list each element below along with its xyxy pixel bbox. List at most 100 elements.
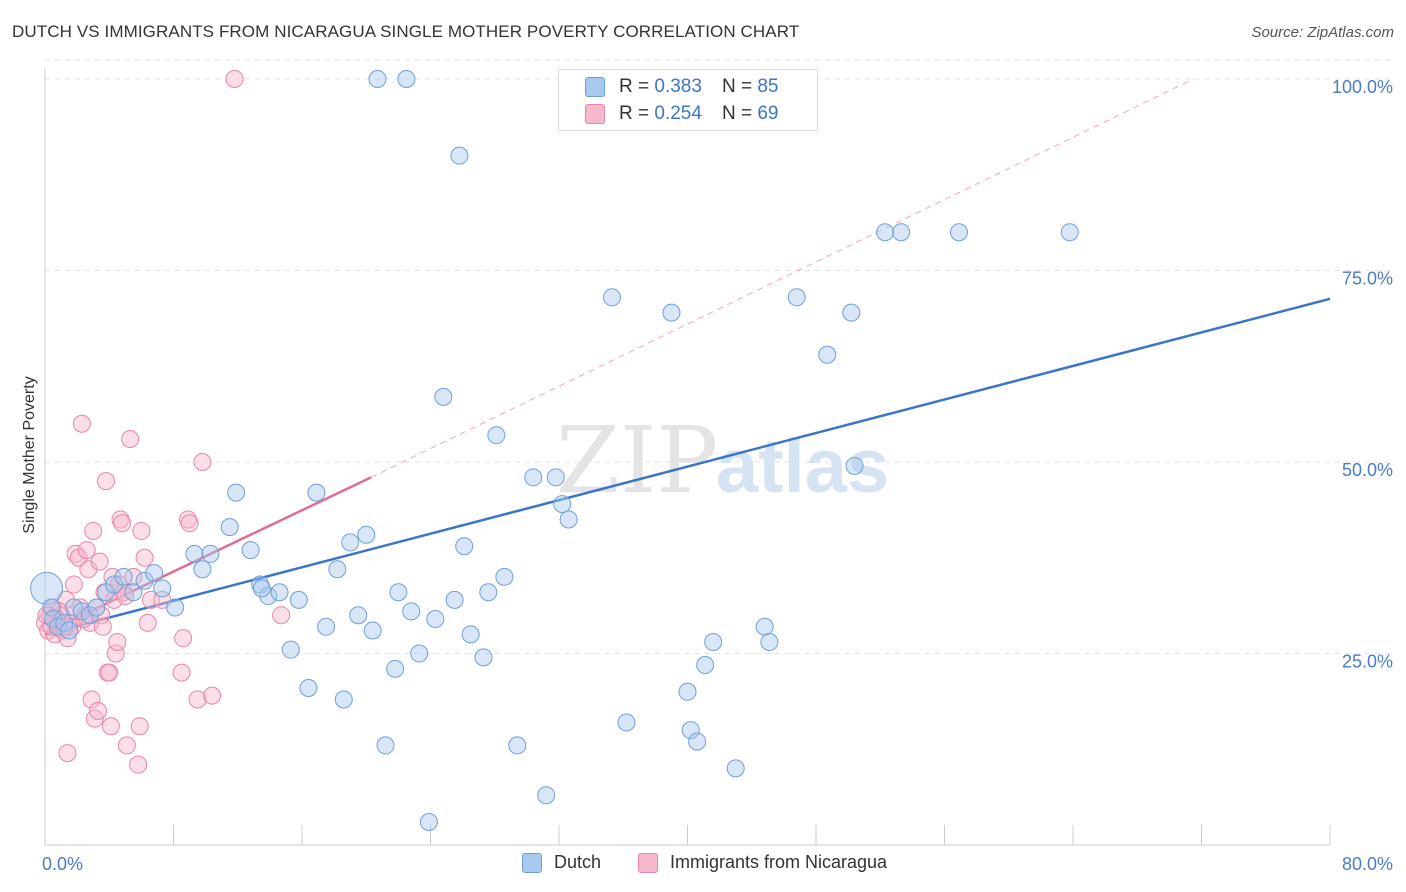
dutch-point <box>559 510 578 529</box>
dutch-point <box>201 544 220 563</box>
dutch-point <box>845 456 864 475</box>
dutch-point <box>726 759 745 778</box>
dutch-point <box>105 575 124 594</box>
legend-r-value: 0.383 <box>654 76 702 97</box>
dutch-point <box>876 223 895 242</box>
dutch-point <box>410 644 429 663</box>
y-tick-label: 100.0% <box>1332 77 1393 97</box>
chart-title: DUTCH VS IMMIGRANTS FROM NICARAGUA SINGL… <box>12 22 800 41</box>
dutch-point <box>397 70 416 88</box>
nicaragua-point <box>272 606 291 625</box>
nicaragua-point <box>124 567 143 586</box>
nicaragua-point <box>203 686 222 705</box>
bottom-legend-dutch-label: Dutch <box>554 852 602 872</box>
dutch-point <box>1060 223 1079 242</box>
watermark: ZIP atlas <box>556 407 889 514</box>
nicaragua-point <box>135 548 154 567</box>
dutch-points <box>30 70 1079 832</box>
dutch-point <box>603 288 622 307</box>
watermark-zip: ZIP <box>556 407 718 514</box>
nicaragua-point <box>117 736 136 755</box>
dutch-point <box>419 813 438 832</box>
dutch-point <box>193 560 212 579</box>
dutch-point <box>227 483 246 502</box>
dutch-point <box>760 633 779 652</box>
nicaragua-point <box>72 414 91 433</box>
nicaragua-point <box>101 717 120 736</box>
dutch-point <box>357 525 376 544</box>
bottom-legend-nicaragua[interactable]: Immigrants from Nicaragua <box>638 852 887 873</box>
nicaragua-point <box>90 552 109 571</box>
dutch-point <box>185 544 204 563</box>
dutch-point <box>145 564 164 583</box>
dutch-point <box>450 146 469 165</box>
nicaragua-point <box>93 617 112 636</box>
legend-n-label: N = <box>721 103 753 124</box>
bottom-legend: Dutch Immigrants from Nicaragua <box>0 852 1406 876</box>
dutch-point <box>281 640 300 659</box>
dutch-point <box>949 223 968 242</box>
dutch-trend-line <box>44 297 1331 636</box>
dutch-point <box>220 518 239 537</box>
dutch-point <box>317 617 336 636</box>
dutch-point <box>114 567 133 586</box>
dutch-point <box>307 483 326 502</box>
axes <box>44 68 1331 846</box>
dutch-point <box>479 583 498 602</box>
nicaragua-point <box>129 755 148 774</box>
dutch-point <box>80 606 99 625</box>
dutch-point <box>524 468 543 487</box>
y-tick-label: 50.0% <box>1342 460 1393 480</box>
dutch-point <box>368 70 387 88</box>
dutch-point <box>30 571 64 605</box>
x-tick-label: 0.0% <box>42 854 83 874</box>
dutch-point <box>341 533 360 552</box>
dutch-point <box>386 659 405 678</box>
dutch-point <box>892 223 911 242</box>
dutch-point <box>259 587 278 606</box>
dutch-point <box>455 537 474 556</box>
dutch-point <box>153 579 172 598</box>
dutch-point <box>60 621 79 640</box>
dutch-point <box>537 786 556 805</box>
nicaragua-point <box>100 663 119 682</box>
nicaragua-point <box>82 690 101 709</box>
nicaragua-point <box>58 629 77 648</box>
dutch-point <box>704 633 723 652</box>
nicaragua-point <box>84 521 103 540</box>
dutch-point <box>818 345 837 364</box>
nicaragua-point <box>108 633 127 652</box>
dutch-point <box>334 690 353 709</box>
dutch-point <box>688 732 707 751</box>
dutch-swatch-icon <box>585 77 605 97</box>
nicaragua-point <box>172 663 191 682</box>
dutch-point <box>461 625 480 644</box>
y-tick-label: 25.0% <box>1342 652 1393 672</box>
nicaragua-point <box>132 521 151 540</box>
y-tick-labels: 25.0% 50.0% 75.0% 100.0% <box>1332 77 1393 672</box>
source-label: Source: ZipAtlas.com <box>1251 24 1394 41</box>
dutch-point <box>241 541 260 560</box>
nicaragua-point <box>58 744 77 763</box>
dutch-point <box>508 736 527 755</box>
dutch-point <box>87 598 106 617</box>
dutch-point <box>495 567 514 586</box>
dutch-point <box>696 655 715 674</box>
y-axis-label: Single Mother Poverty <box>21 376 38 533</box>
dutch-point <box>426 610 445 629</box>
nicaragua-point <box>130 717 149 736</box>
bottom-legend-nicaragua-label: Immigrants from Nicaragua <box>670 852 888 872</box>
bottom-legend-dutch[interactable]: Dutch <box>522 852 601 873</box>
dutch-swatch-icon <box>522 852 542 873</box>
nicaragua-point <box>64 575 83 594</box>
dutch-point <box>124 583 143 602</box>
legend-r-label: R = <box>619 76 650 97</box>
dutch-point <box>474 648 493 667</box>
legend-r-label: R = <box>619 103 650 124</box>
dutch-point <box>363 621 382 640</box>
legend-n-label: N = <box>721 76 753 97</box>
nicaragua-point <box>138 613 157 632</box>
nicaragua-point <box>121 430 140 449</box>
dutch-point <box>434 387 453 406</box>
